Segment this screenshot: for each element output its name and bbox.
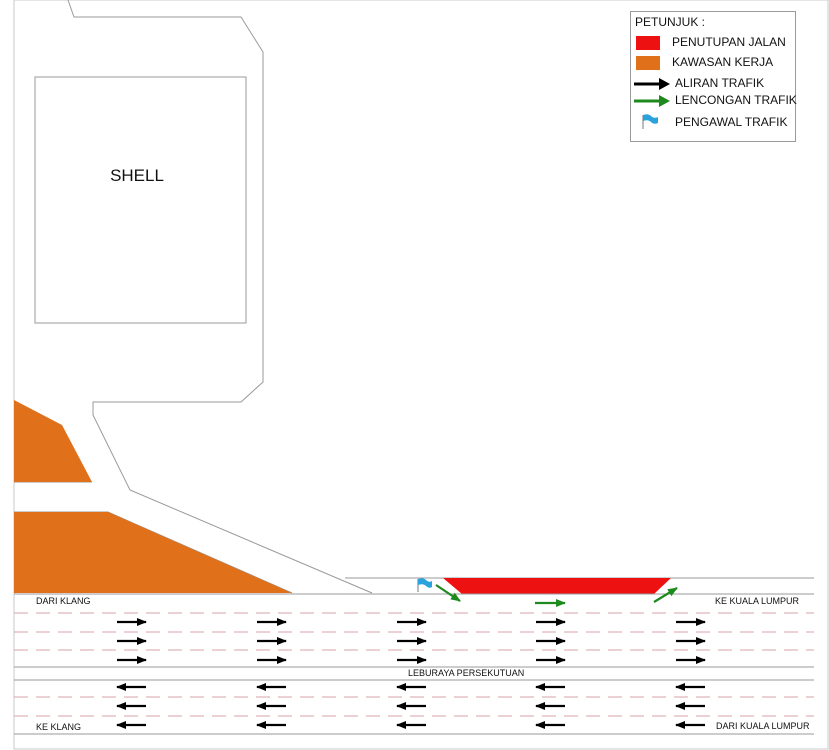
legend-item-detour: LENCONGAN TRAFIK bbox=[631, 92, 797, 110]
flag-icon bbox=[417, 578, 432, 592]
legend-label-closure: PENUTUPAN JALAN bbox=[672, 35, 786, 49]
legend-item-marshal: PENGAWAL TRAFIK bbox=[631, 114, 797, 132]
road-label-ke-klang: KE KLANG bbox=[36, 722, 81, 732]
green-arrow-icon bbox=[634, 95, 670, 107]
road-label-dari-klang: DARI KLANG bbox=[36, 596, 91, 606]
black-arrow-icon bbox=[634, 78, 670, 90]
legend-item-work: KAWASAN KERJA bbox=[631, 54, 797, 72]
closure-swatch bbox=[636, 36, 660, 50]
road-label-ke-kuala-lumpur: KE KUALA LUMPUR bbox=[715, 596, 800, 606]
legend-item-traffic: ALIRAN TRAFIK bbox=[631, 75, 797, 93]
building-label: SHELL bbox=[110, 166, 164, 185]
traffic-flow-westbound bbox=[116, 683, 705, 729]
map-frame bbox=[13, 0, 829, 750]
legend-title: PETUNJUK : bbox=[635, 15, 706, 29]
detour-flow bbox=[435, 584, 678, 607]
traffic-flow-eastbound bbox=[117, 618, 706, 664]
green-arrow-icon bbox=[435, 584, 461, 602]
flag-icon bbox=[642, 114, 658, 129]
station-site-outline bbox=[67, 0, 373, 594]
carriageway-edges bbox=[14, 593, 814, 735]
legend-item-closure: PENUTUPAN JALAN bbox=[631, 34, 797, 52]
work-zone bbox=[14, 400, 92, 482]
work-zone-swatch bbox=[636, 56, 660, 70]
legend: PETUNJUK : PENUTUPAN JALAN KAWASAN KERJA… bbox=[630, 11, 797, 142]
building-outline bbox=[34, 76, 247, 324]
lane-markings bbox=[14, 612, 814, 717]
road-label-dari-kuala-lumpur: DARI KUALA LUMPUR bbox=[716, 721, 810, 731]
legend-label-work: KAWASAN KERJA bbox=[672, 55, 774, 69]
legend-label-detour: LENCONGAN TRAFIK bbox=[675, 93, 797, 107]
road-closure bbox=[443, 578, 671, 594]
road-label-leburaya: LEBURAYA PERSEKUTUAN bbox=[408, 668, 524, 678]
green-arrow-icon bbox=[653, 587, 678, 603]
legend-label-traffic: ALIRAN TRAFIK bbox=[675, 76, 765, 90]
legend-label-marshal: PENGAWAL TRAFIK bbox=[675, 115, 788, 129]
work-zone bbox=[14, 512, 292, 593]
